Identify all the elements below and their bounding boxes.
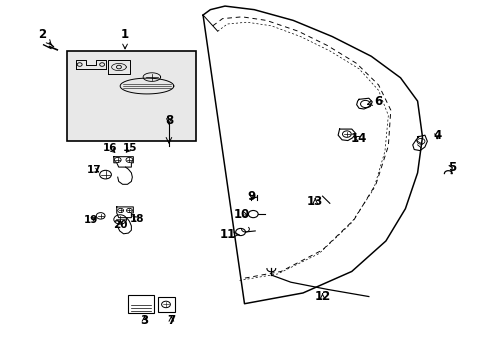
FancyBboxPatch shape [66, 51, 195, 140]
Bar [128, 296, 154, 313]
Text: 14: 14 [350, 132, 366, 145]
Text: 6: 6 [366, 95, 382, 108]
Text: 17: 17 [87, 165, 102, 175]
Text: 12: 12 [314, 290, 330, 303]
Text: 20: 20 [113, 220, 127, 230]
Text: 3: 3 [140, 314, 148, 327]
Bar [158, 297, 174, 312]
Text: 4: 4 [432, 129, 440, 142]
Text: 19: 19 [83, 215, 98, 225]
Text: 2: 2 [38, 28, 51, 45]
Text: 13: 13 [306, 195, 323, 208]
Text: 10: 10 [233, 208, 250, 221]
Text: 7: 7 [167, 314, 175, 327]
Text: 1: 1 [121, 28, 129, 49]
Text: 16: 16 [103, 143, 118, 153]
Text: 9: 9 [247, 190, 255, 203]
Text: 18: 18 [130, 215, 144, 224]
Text: 8: 8 [164, 114, 173, 127]
Text: 11: 11 [219, 228, 238, 241]
Text: 5: 5 [447, 161, 455, 174]
Text: 15: 15 [122, 143, 137, 153]
